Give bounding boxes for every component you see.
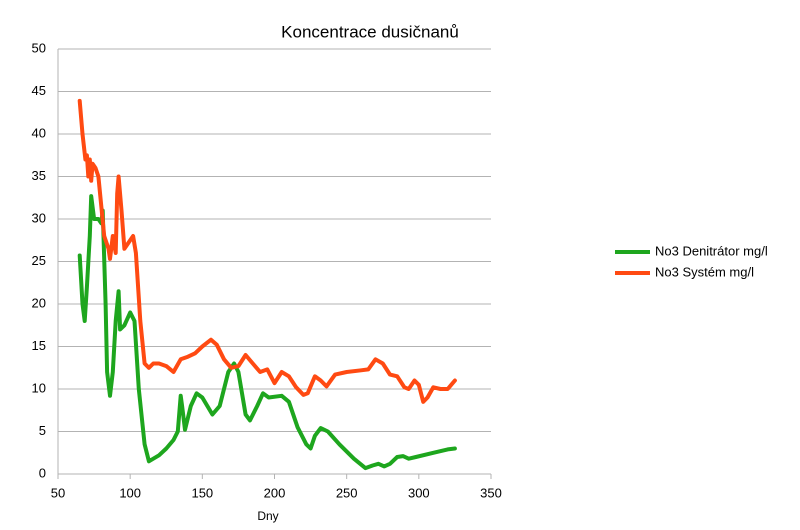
y-tick-label: 15: [32, 338, 46, 353]
y-tick-label: 0: [39, 465, 46, 480]
x-axis-label: Dny: [257, 509, 278, 523]
y-tick-label: 45: [32, 83, 46, 98]
y-tick-label: 10: [32, 380, 46, 395]
x-tick-label: 200: [264, 485, 286, 500]
x-tick-label: 100: [119, 485, 141, 500]
y-tick-label: 35: [32, 168, 46, 183]
chart-title: Koncentrace dusičnanů: [281, 22, 459, 41]
legend-label: No3 Systém mg/l: [655, 264, 754, 279]
y-tick-label: 30: [32, 210, 46, 225]
y-tick-label: 40: [32, 125, 46, 140]
y-tick-label: 5: [39, 423, 46, 438]
series-line: [77, 98, 457, 404]
x-tick-label: 350: [480, 485, 502, 500]
x-tick-label: 300: [408, 485, 430, 500]
x-tick-label: 150: [191, 485, 213, 500]
x-tick-label: 50: [51, 485, 65, 500]
x-tick-label: 250: [336, 485, 358, 500]
y-tick-label: 20: [32, 295, 46, 310]
y-tick-label: 25: [32, 253, 46, 268]
y-tick-label: 50: [32, 40, 46, 55]
series-line: [77, 194, 457, 471]
legend-label: No3 Denitrátor mg/l: [655, 243, 768, 258]
